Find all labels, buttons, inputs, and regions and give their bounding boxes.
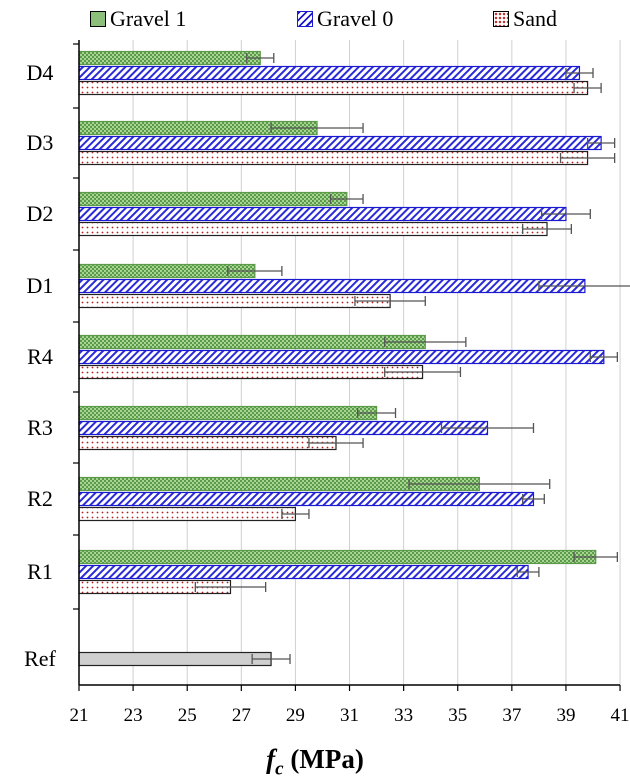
bar-r2-gravel-0 [78, 491, 535, 507]
error-bar-r2-gravel-0 [522, 494, 545, 504]
error-bar-r3-gravel-0 [440, 423, 535, 433]
legend: Gravel 1 Gravel 0 Sand [0, 6, 630, 36]
bar-d3-sand [78, 150, 589, 166]
error-bar-ref-ref [251, 654, 291, 664]
error-bar-d3-gravel-1 [270, 123, 364, 133]
legend-item-sand: Sand [493, 6, 557, 32]
bar-d4-gravel-0 [78, 65, 581, 81]
category-label-r3: R3 [27, 415, 53, 440]
x-axis-title: fc (MPa) [266, 744, 364, 780]
legend-label-sand: Sand [513, 6, 557, 31]
category-label-d3: D3 [27, 130, 54, 155]
legend-item-gravel-0: Gravel 0 [297, 6, 393, 32]
legend-swatch-gravel-1 [90, 11, 106, 27]
error-bar-d1-sand [354, 296, 426, 306]
category-label-d4: D4 [27, 60, 54, 85]
bar-d4-sand [78, 80, 589, 96]
category-label-ref: Ref [24, 646, 56, 671]
category-label-r2: R2 [27, 486, 53, 511]
x-tick-label-27: 27 [232, 705, 251, 726]
bar-d2-sand [78, 221, 548, 237]
x-tick-label-21: 21 [70, 705, 89, 726]
bar-d2-gravel-1 [78, 191, 348, 207]
error-bar-d4-gravel-1 [246, 53, 275, 63]
legend-swatch-sand [493, 11, 509, 27]
bar-r4-gravel-1 [78, 334, 426, 350]
error-bar-d1-gravel-0 [538, 281, 630, 291]
x-tick-label-37: 37 [502, 705, 521, 726]
error-bar-r4-gravel-1 [384, 337, 467, 347]
x-tick-label-33: 33 [394, 705, 413, 726]
bar-r1-gravel-0 [78, 564, 529, 580]
error-bar-r4-gravel-0 [589, 352, 618, 362]
x-tick-label-39: 39 [556, 705, 575, 726]
error-bar-d4-gravel-0 [565, 68, 594, 78]
axes: Ref R1 R2 R3 R4 D1 D2 D3 D4 21 23 25 27 29 31 33 35 37 39 4… [24, 40, 630, 726]
bar-d2-gravel-0 [78, 206, 567, 222]
error-bar-d2-gravel-1 [329, 194, 364, 204]
legend-label-gravel-1: Gravel 1 [110, 6, 187, 31]
error-bar-d2-sand [522, 224, 573, 234]
category-label-d2: D2 [27, 201, 54, 226]
bar-r3-gravel-1 [78, 405, 378, 421]
category-label-r4: R4 [27, 344, 53, 369]
error-bar-r4-sand [384, 367, 462, 377]
bar-r4-sand [78, 364, 424, 380]
error-bar-r1-sand [194, 582, 267, 592]
bar-r3-gravel-0 [78, 420, 489, 436]
bar-ref-ref [78, 651, 272, 667]
x-tick-label-29: 29 [286, 705, 305, 726]
error-bar-d2-gravel-0 [540, 209, 591, 219]
error-bar-d1-gravel-1 [227, 266, 283, 276]
x-tick-label-41: 41 [611, 705, 630, 726]
bars [78, 50, 630, 667]
error-bar-r3-gravel-1 [356, 408, 397, 418]
error-bar-r3-sand [308, 438, 364, 448]
bar-d1-gravel-0 [78, 278, 586, 294]
bar-r2-sand [78, 506, 297, 522]
bar-r4-gravel-0 [78, 349, 605, 365]
legend-swatch-gravel-0 [297, 11, 313, 27]
error-bar-d4-sand [573, 83, 602, 93]
error-bar-d3-gravel-0 [586, 138, 616, 148]
bar-d4-gravel-1 [78, 50, 261, 66]
error-bar-r1-gravel-1 [573, 552, 618, 562]
error-bar-r2-gravel-1 [408, 479, 551, 489]
legend-item-gravel-1: Gravel 1 [90, 6, 186, 32]
bar-r3-sand [78, 435, 337, 451]
category-label-d1: D1 [27, 273, 54, 298]
x-tick-label-23: 23 [124, 705, 143, 726]
error-bar-r1-gravel-0 [516, 567, 540, 577]
error-bar-r2-sand [281, 509, 310, 519]
error-bar-d3-sand [559, 153, 616, 163]
x-tick-label-25: 25 [178, 705, 197, 726]
category-label-r1: R1 [27, 559, 53, 584]
x-tick-label-35: 35 [448, 705, 467, 726]
x-tick-label-31: 31 [340, 705, 359, 726]
legend-label-gravel-0: Gravel 0 [317, 6, 394, 31]
bar-d1-sand [78, 293, 391, 309]
bar-d3-gravel-0 [78, 135, 602, 151]
bar-r1-gravel-1 [78, 549, 597, 565]
